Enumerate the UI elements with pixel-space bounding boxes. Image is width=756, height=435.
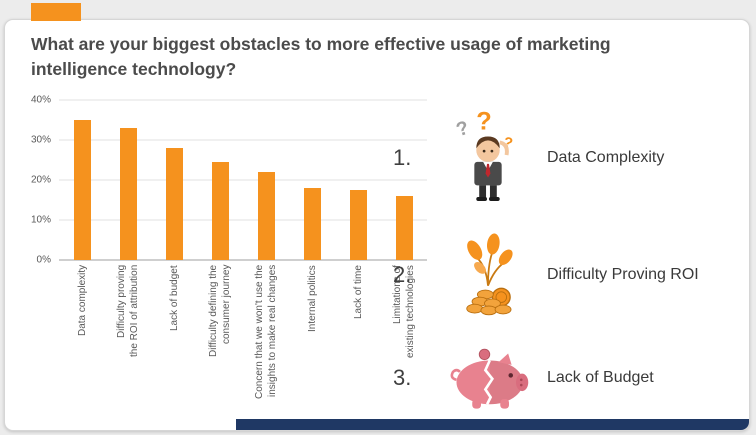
gridline: [59, 99, 427, 101]
rank-number: 1.: [393, 145, 412, 170]
bar: [165, 148, 183, 260]
rank-label: Difficulty Proving ROI: [547, 266, 699, 283]
bar-column: Lack of time: [335, 100, 381, 420]
y-tick-label: 30%: [30, 134, 51, 146]
rank-number: 3.: [393, 365, 412, 390]
rank-label: Data Complexity: [547, 149, 665, 166]
x-axis-label: Lack of time: [352, 265, 364, 319]
rank-number: 2.: [393, 262, 412, 287]
y-axis: 0% 10% 20% 30% 40%: [27, 95, 59, 266]
bar: [257, 172, 275, 260]
ranking-item: 2.: [393, 222, 745, 328]
plot-area: Data complexity Difficulty proving the RO…: [59, 99, 427, 420]
bar: [73, 120, 91, 260]
piggy-bank-icon: [429, 345, 547, 411]
bar-column: Lack of budget: [151, 100, 197, 420]
x-axis-label: Data complexity: [76, 265, 88, 337]
bar: [303, 188, 321, 260]
bar: [349, 190, 367, 260]
bar-column: Internal politics: [289, 100, 335, 420]
bar-column: Data complexity: [59, 100, 105, 420]
confused-person-icon: ? ? ?: [429, 110, 547, 206]
x-axis-label: Difficulty proving the ROI of attributio…: [116, 265, 140, 358]
y-tick-label: 20%: [30, 174, 51, 186]
gridlines: [59, 99, 427, 261]
slide-card: What are your biggest obstacles to more …: [4, 3, 750, 431]
x-axis-line: [59, 259, 427, 261]
bar-column: Limitations of existing technologies: [381, 100, 427, 420]
x-axis-label: Lack of budget: [168, 265, 180, 331]
x-axis-label: Internal politics: [306, 265, 318, 332]
svg-text:?: ?: [453, 117, 471, 142]
y-tick-label: 10%: [30, 214, 51, 226]
y-tick-label: 0%: [36, 254, 51, 266]
bar-columns: Data complexity Difficulty proving the RO…: [59, 100, 427, 420]
footer-bar: [235, 419, 749, 430]
accent-rectangle: [31, 3, 81, 21]
money-plant-icon: [429, 229, 547, 321]
gridline: [59, 179, 427, 181]
gridline: [59, 139, 427, 141]
page-title: What are your biggest obstacles to more …: [31, 34, 611, 80]
bar: [119, 128, 137, 260]
bar-column: Difficulty defining the consumer journey: [197, 100, 243, 420]
ranking-item: 3. Lack of Budget: [393, 336, 745, 420]
x-axis-label: Difficulty defining the consumer journey: [208, 265, 232, 358]
bar-column: Difficulty proving the ROI of attributio…: [105, 100, 151, 420]
y-tick-label: 40%: [30, 94, 51, 106]
bar: [395, 196, 413, 260]
ranking-item: 1. ? ? ?: [393, 102, 745, 214]
bar-chart: 0% 10% 20% 30% 40% Data complexity Difficulty…: [27, 95, 427, 420]
bar-column: Concern that we won't use the insights t…: [243, 100, 289, 420]
gridline: [59, 219, 427, 221]
rankings-list: 1. ? ? ?: [393, 102, 745, 420]
bar: [211, 162, 229, 260]
svg-text:?: ?: [476, 110, 492, 136]
rank-label: Lack of Budget: [547, 369, 654, 386]
x-axis-label: Concern that we won't use the insights t…: [254, 265, 278, 400]
